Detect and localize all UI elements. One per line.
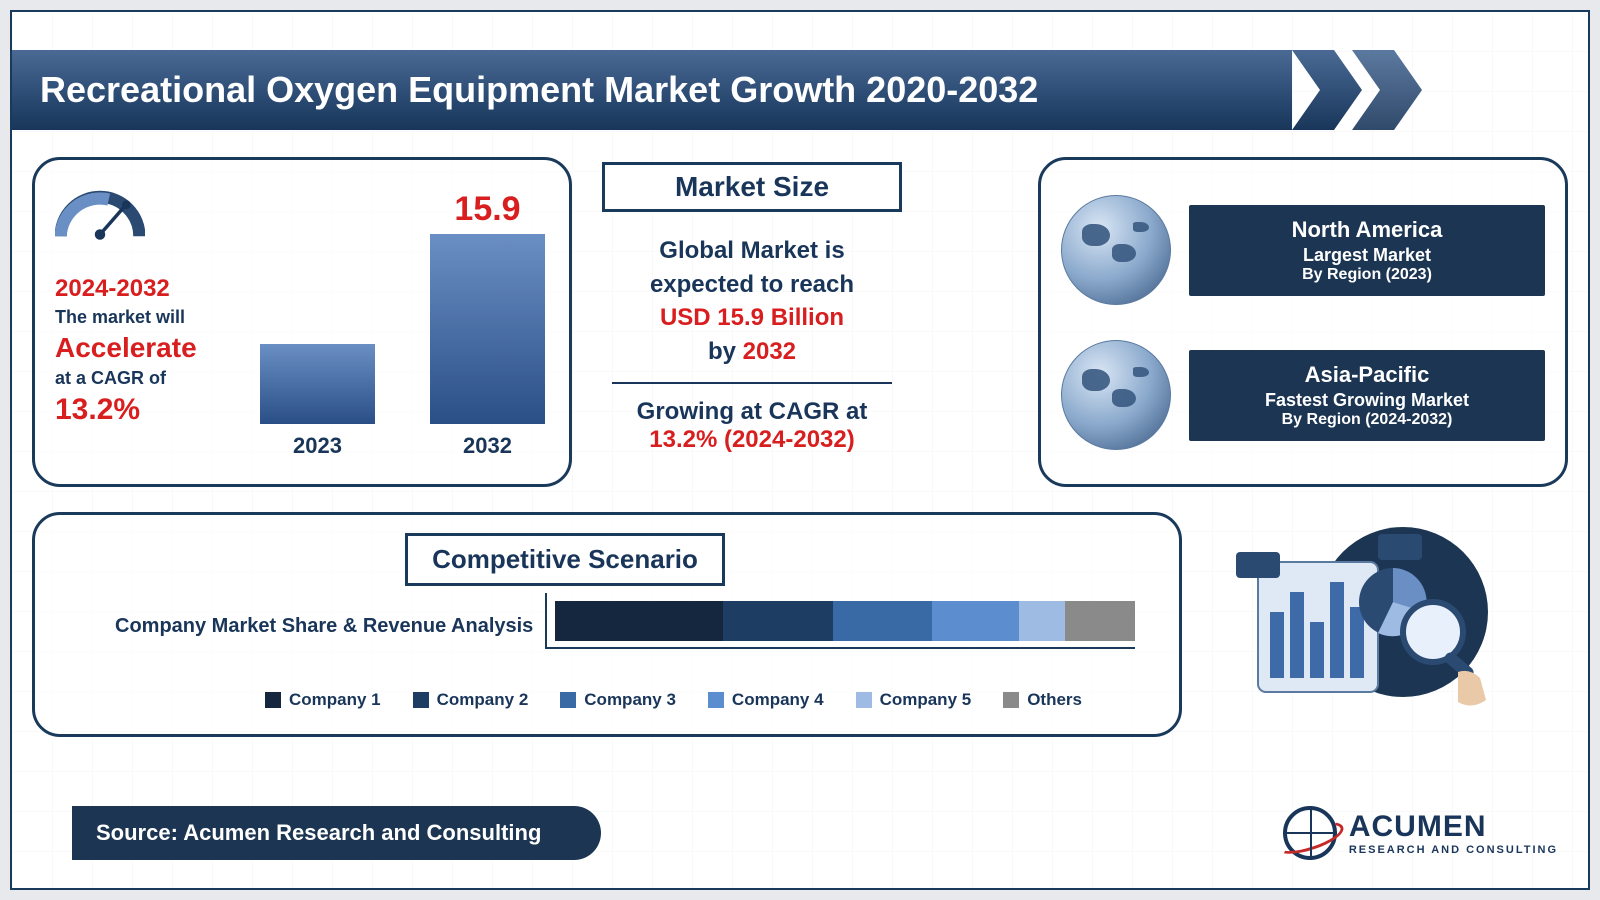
- share-segment: [1065, 601, 1135, 641]
- share-segment: [1019, 601, 1065, 641]
- accel-line2: The market will: [55, 307, 255, 328]
- region-name: North America: [1209, 217, 1525, 243]
- ms-by-year: by 2032: [592, 335, 912, 369]
- cagr-value: 13.2%: [55, 393, 255, 427]
- globe-icon: [1061, 195, 1171, 305]
- acceleration-text: 2024-2032 The market will Accelerate at …: [55, 275, 255, 427]
- title-chevron-2: [1352, 50, 1422, 130]
- region-sub1: Largest Market: [1209, 245, 1525, 266]
- logo-text: ACUMEN RESEARCH AND CONSULTING: [1349, 810, 1558, 856]
- panel-regions: North America Largest Market By Region (…: [1038, 157, 1568, 487]
- region-badge-fastest: Asia-Pacific Fastest Growing Market By R…: [1189, 350, 1545, 441]
- source-pill: Source: Acumen Research and Consulting: [72, 806, 601, 860]
- region-sub2: By Region (2024-2032): [1209, 411, 1525, 429]
- legend-label: Company 2: [437, 690, 529, 710]
- region-sub2: By Region (2023): [1209, 266, 1525, 284]
- chart-bar-label: 2032: [430, 433, 545, 459]
- share-label: Company Market Share & Revenue Analysis: [115, 615, 533, 638]
- logo-brand: ACUMEN: [1349, 810, 1558, 844]
- ms-growing-cagr: 13.2% (2024-2032): [592, 426, 912, 454]
- analytics-illustration-icon: [1228, 522, 1488, 722]
- accel-line4: at a CAGR of: [55, 368, 255, 389]
- divider: [612, 382, 892, 384]
- share-segment: [932, 601, 1019, 641]
- growth-bar-chart: 2023 2032 15.9: [250, 180, 549, 464]
- ms-line1: Global Market is: [592, 234, 912, 268]
- legend-swatch: [1003, 692, 1019, 708]
- region-sub1: Fastest Growing Market: [1209, 390, 1525, 411]
- logo-globe-icon: [1283, 806, 1337, 860]
- brand-logo: ACUMEN RESEARCH AND CONSULTING: [1283, 806, 1558, 860]
- page-title: Recreational Oxygen Equipment Market Gro…: [40, 69, 1038, 111]
- legend-item: Company 1: [265, 690, 381, 710]
- share-segment: [555, 601, 723, 641]
- legend-swatch: [265, 692, 281, 708]
- share-legend: Company 1 Company 2 Company 3 Company 4 Comp…: [265, 690, 1082, 710]
- ms-year: 2032: [743, 338, 796, 365]
- legend-item: Others: [1003, 690, 1082, 710]
- market-size-body: Global Market is expected to reach USD 1…: [592, 234, 912, 368]
- chart-bar-value: 15.9: [430, 190, 545, 229]
- legend-swatch: [560, 692, 576, 708]
- region-name: Asia-Pacific: [1209, 362, 1525, 388]
- speedometer-icon: [55, 175, 145, 245]
- competitive-heading: Competitive Scenario: [405, 533, 725, 586]
- legend-swatch: [413, 692, 429, 708]
- legend-item: Company 4: [708, 690, 824, 710]
- legend-label: Company 3: [584, 690, 676, 710]
- title-banner: Recreational Oxygen Equipment Market Gro…: [12, 50, 1292, 130]
- share-segment: [723, 601, 833, 641]
- forecast-period: 2024-2032: [55, 275, 255, 303]
- share-bar-axis: [545, 593, 1135, 649]
- chart-bar: [430, 234, 545, 424]
- ms-line2: expected to reach: [592, 268, 912, 302]
- region-row-fastest: Asia-Pacific Fastest Growing Market By R…: [1061, 335, 1545, 455]
- legend-label: Company 5: [880, 690, 972, 710]
- region-badge-largest: North America Largest Market By Region (…: [1189, 205, 1545, 296]
- share-bar: [555, 601, 1135, 641]
- legend-swatch: [856, 692, 872, 708]
- ms-value: USD 15.9 Billion: [592, 301, 912, 335]
- legend-item: Company 3: [560, 690, 676, 710]
- legend-label: Others: [1027, 690, 1082, 710]
- region-row-largest: North America Largest Market By Region (…: [1061, 190, 1545, 310]
- globe-icon: [1061, 340, 1171, 450]
- panel-competitive: Competitive Scenario Company Market Shar…: [32, 512, 1182, 737]
- legend-swatch: [708, 692, 724, 708]
- panel-growth: 2024-2032 The market will Accelerate at …: [32, 157, 572, 487]
- ms-growing: Growing at CAGR at: [592, 398, 912, 426]
- accelerate-word: Accelerate: [55, 332, 255, 364]
- legend-item: Company 2: [413, 690, 529, 710]
- share-segment: [833, 601, 932, 641]
- legend-label: Company 4: [732, 690, 824, 710]
- title-chevron-1: [1292, 50, 1362, 130]
- market-size-growth: Growing at CAGR at 13.2% (2024-2032): [592, 398, 912, 454]
- ms-by: by: [708, 338, 743, 365]
- panel-market-size: Market Size Global Market is expected to…: [592, 162, 912, 454]
- legend-item: Company 5: [856, 690, 972, 710]
- logo-tagline: RESEARCH AND CONSULTING: [1349, 844, 1558, 856]
- chart-bar: [260, 344, 375, 424]
- chart-bar-label: 2023: [260, 433, 375, 459]
- legend-label: Company 1: [289, 690, 381, 710]
- market-size-heading: Market Size: [602, 162, 902, 212]
